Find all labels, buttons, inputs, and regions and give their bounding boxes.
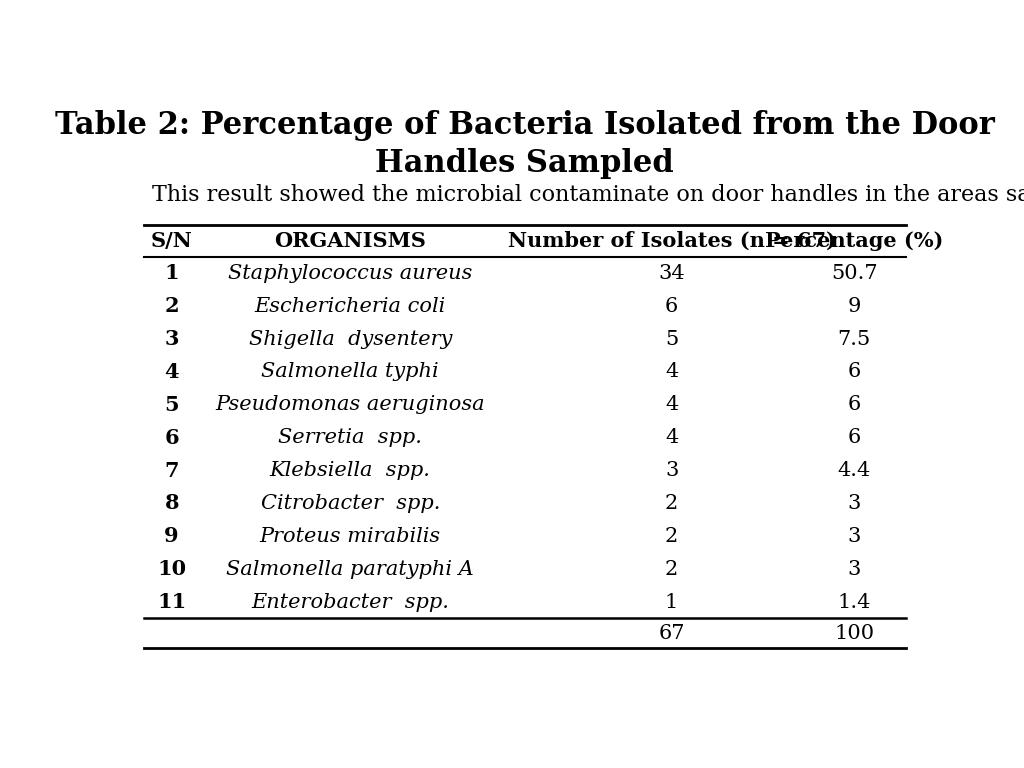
- Text: 34: 34: [658, 264, 685, 283]
- Text: 3: 3: [848, 494, 861, 513]
- Text: 9: 9: [164, 526, 179, 546]
- Text: 4: 4: [665, 362, 678, 382]
- Text: 100: 100: [835, 624, 874, 643]
- Text: 3: 3: [848, 560, 861, 578]
- Text: Number of Isolates (n = 67): Number of Isolates (n = 67): [508, 231, 836, 251]
- Text: 6: 6: [848, 362, 861, 382]
- Text: Pseudomonas aeruginosa: Pseudomonas aeruginosa: [215, 396, 485, 414]
- Text: 4: 4: [665, 429, 678, 447]
- Text: 3: 3: [665, 461, 678, 480]
- Text: Table 2: Percentage of Bacteria Isolated from the Door
Handles Sampled: Table 2: Percentage of Bacteria Isolated…: [55, 110, 994, 179]
- Text: 3: 3: [165, 329, 179, 349]
- Text: 6: 6: [848, 396, 861, 414]
- Text: 1: 1: [164, 263, 179, 283]
- Text: Salmonella paratyphi A: Salmonella paratyphi A: [226, 560, 474, 578]
- Text: 5: 5: [665, 329, 678, 349]
- Text: 6: 6: [164, 428, 179, 448]
- Text: Citrobacter  spp.: Citrobacter spp.: [260, 494, 440, 513]
- Text: 4.4: 4.4: [838, 461, 870, 480]
- Text: Salmonella typhi: Salmonella typhi: [261, 362, 439, 382]
- Text: 2: 2: [164, 296, 179, 316]
- Text: 10: 10: [157, 559, 186, 579]
- Text: Serretia  spp.: Serretia spp.: [279, 429, 422, 447]
- Text: Klebsiella  spp.: Klebsiella spp.: [269, 461, 431, 480]
- Text: 1: 1: [665, 592, 678, 611]
- Text: Staphylococcus aureus: Staphylococcus aureus: [228, 264, 472, 283]
- Text: 6: 6: [665, 296, 678, 316]
- Text: This result showed the microbial contaminate on door handles in the areas sample: This result showed the microbial contami…: [152, 184, 1024, 206]
- Text: 7: 7: [165, 461, 179, 481]
- Text: 2: 2: [665, 560, 678, 578]
- Text: 2: 2: [665, 527, 678, 546]
- Text: 6: 6: [848, 429, 861, 447]
- Text: Shigella  dysentery: Shigella dysentery: [249, 329, 452, 349]
- Text: 7.5: 7.5: [838, 329, 870, 349]
- Text: Eschericheria coli: Eschericheria coli: [255, 296, 445, 316]
- Text: 9: 9: [848, 296, 861, 316]
- Text: S/N: S/N: [151, 231, 193, 251]
- Text: 50.7: 50.7: [830, 264, 878, 283]
- Text: 67: 67: [658, 624, 685, 643]
- Text: 4: 4: [164, 362, 179, 382]
- Text: 2: 2: [665, 494, 678, 513]
- Text: 1.4: 1.4: [838, 592, 870, 611]
- Text: Enterobacter  spp.: Enterobacter spp.: [251, 592, 450, 611]
- Text: Proteus mirabilis: Proteus mirabilis: [260, 527, 440, 546]
- Text: ORGANISMS: ORGANISMS: [274, 231, 426, 251]
- Text: 4: 4: [665, 396, 678, 414]
- Text: 8: 8: [165, 493, 179, 514]
- Text: 3: 3: [848, 527, 861, 546]
- Text: Percentage (%): Percentage (%): [765, 231, 943, 251]
- Text: 5: 5: [164, 395, 179, 415]
- Text: 11: 11: [157, 592, 186, 612]
